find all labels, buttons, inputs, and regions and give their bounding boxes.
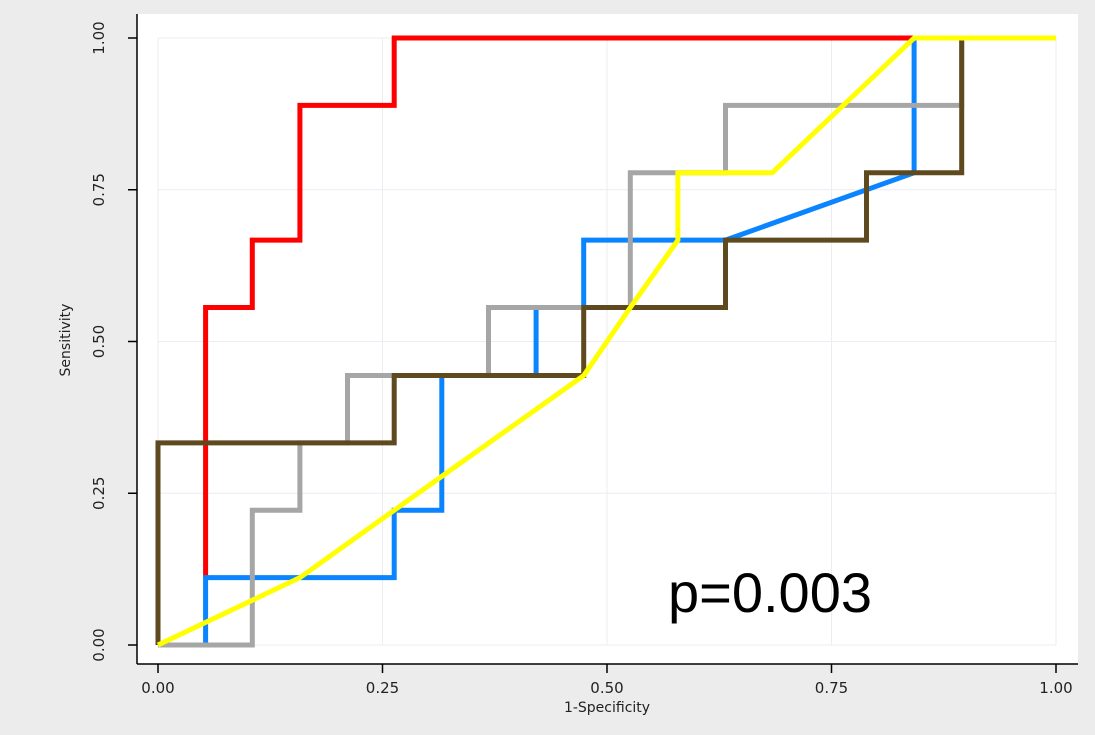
y-tick-label: 0.50 <box>90 325 108 358</box>
axes: 0.00 0.00 0.25 0.25 0.50 0.50 0.75 0.75 1.00 1.00 <box>90 14 1078 697</box>
series-line-5 <box>156 35 1056 648</box>
series-lines <box>155 35 1056 648</box>
p-value-annotation: p=0.003 <box>668 561 872 624</box>
gridlines <box>157 37 1057 646</box>
series-line-1 <box>203 35 915 578</box>
y-tick-label: 0.25 <box>90 477 108 510</box>
series-line-4 <box>155 38 965 645</box>
y-tick-label: 0.75 <box>90 173 108 206</box>
x-tick-label: 0.25 <box>366 679 399 697</box>
x-tick-label: 1.00 <box>1039 679 1072 697</box>
x-tick-label: 0.00 <box>141 679 174 697</box>
y-tick-label: 0.00 <box>90 628 108 661</box>
x-axis-title: 1-Specificity <box>564 700 650 716</box>
y-tick-label: 1.00 <box>90 21 108 54</box>
x-tick-label: 0.50 <box>590 679 623 697</box>
y-axis-title: Sensitivity <box>58 304 74 377</box>
x-tick-label: 0.75 <box>815 679 848 697</box>
